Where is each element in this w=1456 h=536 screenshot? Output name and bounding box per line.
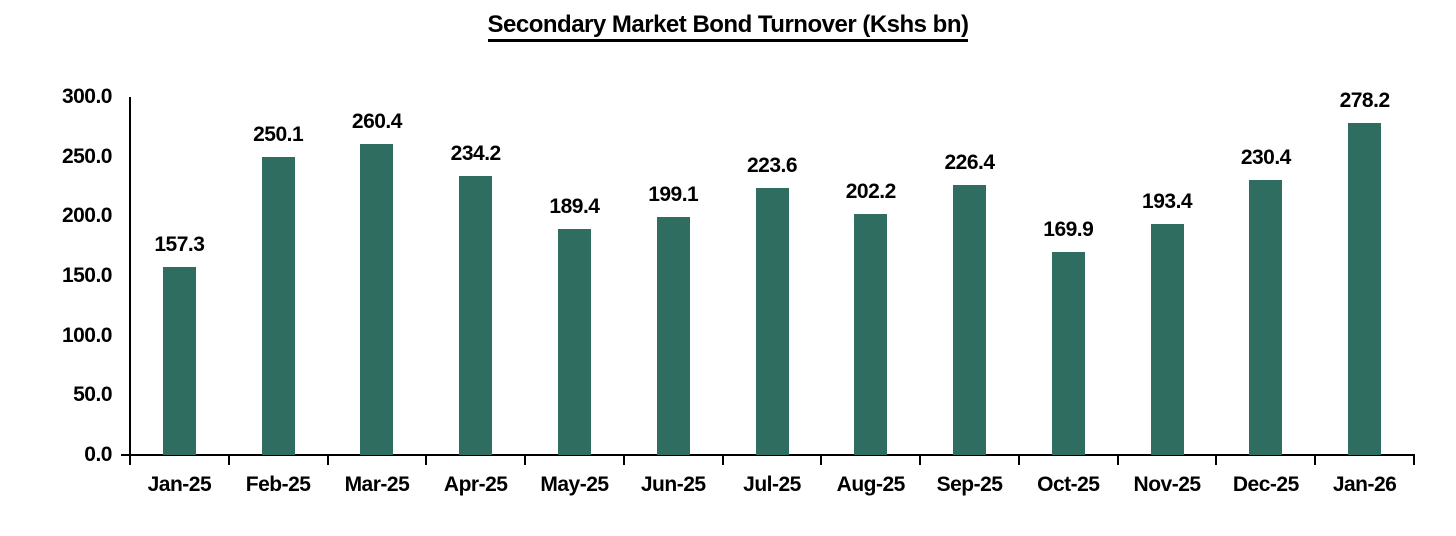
- bar-value-label: 199.1: [648, 183, 699, 207]
- bar-Jun-25: [656, 217, 690, 455]
- bar-Oct-25: [1051, 252, 1085, 455]
- y-tick-label: 50.0: [73, 383, 112, 407]
- x-category-label-Mar-25: Mar-25: [344, 473, 410, 496]
- x-axis-tick: [1215, 456, 1218, 465]
- y-tick-label: 300.0: [61, 85, 113, 108]
- bar-Jan-26: [1348, 123, 1382, 455]
- bar-Aug-25: [854, 213, 888, 455]
- x-axis-tick: [1413, 456, 1415, 465]
- bar-value-label: 193.4: [1142, 190, 1193, 214]
- y-tick-label: 0.0: [84, 443, 112, 466]
- x-axis-tick: [1116, 456, 1119, 465]
- bar-Jul-25: [755, 188, 789, 455]
- bar-value-label: 157.3: [154, 233, 205, 257]
- x-axis-tick: [919, 456, 922, 465]
- x-category-label-May-25: May-25: [540, 473, 609, 496]
- bar-value-label: 226.4: [944, 150, 996, 174]
- x-category-label-Nov-25: Nov-25: [1133, 473, 1202, 496]
- x-category-label-Jan-25: Jan-25: [147, 473, 212, 496]
- x-axis-tick: [1314, 456, 1317, 465]
- y-tick-label: 250.0: [61, 144, 113, 168]
- bar-Nov-25: [1150, 224, 1184, 455]
- bar-Apr-25: [459, 175, 493, 455]
- bar-Feb-25: [261, 156, 295, 455]
- x-axis-tick: [721, 456, 724, 465]
- bar-value-label: 202.2: [845, 179, 897, 203]
- x-axis-tick: [425, 456, 428, 465]
- x-axis-tick: [326, 456, 329, 465]
- bar-value-label: 169.9: [1043, 218, 1094, 242]
- x-axis-tick: [524, 456, 527, 465]
- bar-Sep-25: [953, 184, 987, 455]
- x-axis-line: [121, 454, 1415, 456]
- bar-value-label: 230.4: [1240, 146, 1292, 170]
- chart-title-text: Secondary Market Bond Turnover (Kshs bn): [487, 11, 969, 42]
- bar-May-25: [557, 228, 591, 455]
- bar-Mar-25: [360, 144, 394, 455]
- bar-value-label: 223.6: [746, 154, 798, 178]
- y-tick-label: 100.0: [61, 323, 113, 347]
- x-category-label-Jun-25: Jun-25: [640, 473, 706, 496]
- chart-title: Secondary Market Bond Turnover (Kshs bn): [0, 11, 1456, 42]
- bar-value-label: 189.4: [549, 194, 600, 218]
- x-axis-tick: [129, 456, 131, 465]
- x-category-label-Jul-25: Jul-25: [743, 473, 801, 496]
- bar-value-label: 260.4: [351, 110, 403, 134]
- bar-value-label: 278.2: [1339, 89, 1391, 112]
- x-axis-tick: [227, 456, 230, 465]
- x-category-label-Dec-25: Dec-25: [1232, 473, 1299, 496]
- x-category-label-Jan-26: Jan-26: [1332, 473, 1397, 496]
- x-axis-tick: [1017, 456, 1020, 465]
- bar-value-label: 234.2: [450, 141, 502, 165]
- bar-value-label: 250.1: [253, 122, 304, 146]
- x-category-label-Feb-25: Feb-25: [245, 473, 311, 496]
- x-category-label-Oct-25: Oct-25: [1037, 473, 1100, 496]
- bar-Jan-25: [162, 267, 196, 455]
- x-category-label-Apr-25: Apr-25: [443, 473, 508, 496]
- y-tick-label: 200.0: [61, 204, 113, 228]
- x-axis-tick: [622, 456, 625, 465]
- y-tick-label: 150.0: [61, 264, 113, 287]
- x-category-label-Aug-25: Aug-25: [836, 473, 906, 496]
- x-category-label-Sep-25: Sep-25: [936, 473, 1003, 496]
- bar-Dec-25: [1249, 180, 1283, 455]
- y-axis-line: [129, 97, 131, 456]
- x-axis-tick: [820, 456, 823, 465]
